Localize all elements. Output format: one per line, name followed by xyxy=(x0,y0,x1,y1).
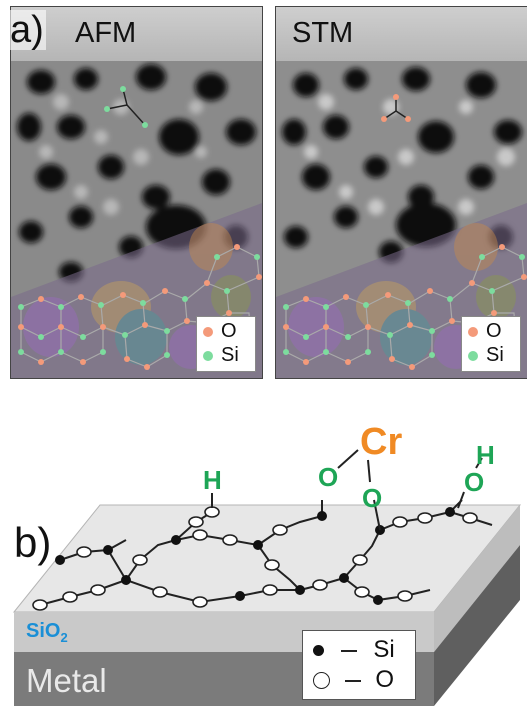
silicon-dot-icon xyxy=(203,350,213,361)
oxygen-dot-icon xyxy=(468,326,478,337)
open-ring-icon xyxy=(313,672,330,690)
legend-silicon-row: Si xyxy=(313,635,395,665)
afm-legend: O Si xyxy=(196,316,256,372)
dash-icon xyxy=(340,649,357,652)
metal-side-face xyxy=(434,545,520,706)
hydrogen-label-left: H xyxy=(203,465,222,495)
afm-image-panel: AFM O Si xyxy=(10,6,263,379)
oxygen-label-far: O xyxy=(464,467,485,497)
oxygen-label-left: O xyxy=(318,462,339,492)
stm-image-panel: STM O Si xyxy=(275,6,527,379)
dash-icon xyxy=(344,679,361,682)
panel-a-label: a) xyxy=(8,9,46,51)
afm-title: AFM xyxy=(75,17,137,49)
chromium-label: Cr xyxy=(360,421,403,463)
stm-title-bar xyxy=(276,7,527,61)
schematic-legend: Si O xyxy=(302,630,416,700)
sio2-side-face xyxy=(434,505,520,652)
afm-title-bar xyxy=(11,7,262,61)
panel-b-label: b) xyxy=(14,519,52,566)
legend-oxygen-row: O xyxy=(313,665,394,695)
stm-legend: O Si xyxy=(461,316,521,372)
silicon-dot-icon xyxy=(468,350,478,361)
sio2-label: SiO2 xyxy=(26,620,68,645)
legend-silicon: Si xyxy=(203,343,239,367)
legend-silicon: Si xyxy=(468,343,504,367)
stm-title: STM xyxy=(292,17,354,49)
legend-oxygen: O xyxy=(468,319,502,343)
oxygen-dot-icon xyxy=(203,326,213,337)
legend-oxygen: O xyxy=(203,319,237,343)
filled-dot-icon xyxy=(313,645,324,657)
oxygen-label-right: O xyxy=(362,483,383,513)
hydrogen-label-right: H xyxy=(476,440,495,470)
metal-label: Metal xyxy=(26,662,107,699)
